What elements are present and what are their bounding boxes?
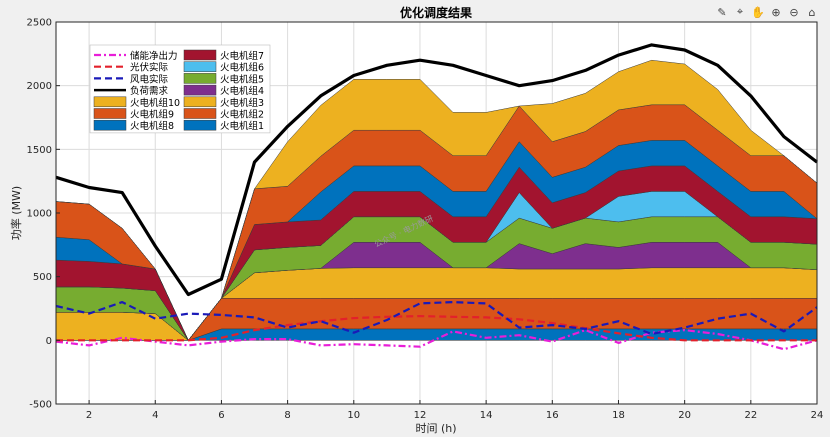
x-axis-label: 时间 (h) (415, 422, 456, 435)
line-pv-actual (56, 315, 817, 342)
legend-swatch (93, 96, 127, 108)
x-tick-label: 6 (218, 410, 224, 421)
y-tick-label: 1000 (27, 209, 52, 220)
y-tick-label: 1500 (27, 145, 52, 156)
x-tick-label: 4 (152, 410, 158, 421)
zoom-in-icon[interactable]: ⊕ (771, 5, 781, 19)
y-tick-label: -500 (29, 400, 52, 411)
legend-label: 火电机组1 (220, 120, 264, 132)
pan-icon[interactable]: ✋ (751, 5, 765, 19)
y-axis-label: 功率 (MW) (9, 186, 23, 240)
line-load-demand (55, 43, 818, 297)
x-tick-label: 14 (480, 410, 493, 421)
legend-swatch (183, 49, 217, 61)
home-icon[interactable]: ⌂ (808, 5, 816, 19)
legend-swatch (183, 108, 217, 119)
legend-label: 光伏实际 (130, 62, 169, 74)
x-tick-label: 12 (414, 410, 427, 421)
line-wind-actual (55, 301, 818, 336)
series-lines (55, 43, 818, 351)
legend: 储能净出力光伏实际风电实际负荷需求火电机组10火电机组9火电机组8火电机组7火电… (89, 44, 271, 134)
legend-label: 火电机组3 (220, 97, 264, 109)
legend-label: 火电机组8 (130, 120, 174, 132)
legend-swatch (183, 119, 217, 131)
chart-title: 优化调度结果 (400, 5, 472, 20)
datatip-icon[interactable]: ⌖ (736, 5, 744, 18)
legend-label: 火电机组4 (220, 85, 264, 97)
legend-swatch (183, 84, 217, 96)
x-tick-label: 16 (546, 410, 559, 421)
legend-label: 火电机组2 (220, 109, 264, 121)
zoom-out-icon[interactable]: ⊖ (789, 5, 799, 19)
figure-toolbar: ✎ ⌖ ✋ ⊕ ⊖ ⌂ (714, 4, 820, 20)
legend-label: 负荷需求 (130, 85, 169, 97)
legend-label: 储能净出力 (130, 50, 178, 62)
legend-swatch (93, 108, 127, 119)
legend-swatch (183, 61, 217, 72)
x-tick-label: 20 (678, 410, 691, 421)
legend-swatch (183, 73, 217, 84)
legend-label: 火电机组5 (220, 73, 264, 85)
stacked-areas (55, 59, 818, 341)
x-tick-label: 2 (86, 410, 92, 421)
x-tick-label: 18 (612, 410, 625, 421)
y-tick-label: 500 (33, 272, 52, 283)
legend-label: 火电机组6 (220, 62, 264, 74)
line-storage-net-output (55, 329, 818, 351)
x-tick-label: 22 (744, 410, 757, 421)
y-tick-label: 2000 (27, 81, 52, 92)
legend-swatch (93, 119, 127, 131)
y-tick-label: 0 (46, 336, 52, 347)
x-tick-label: 8 (284, 410, 290, 421)
x-tick-label: 24 (811, 410, 824, 421)
legend-label: 火电机组10 (130, 97, 180, 109)
legend-label: 火电机组9 (130, 109, 174, 121)
brush-icon[interactable]: ✎ (717, 5, 727, 19)
legend-label: 风电实际 (130, 73, 169, 85)
legend-label: 火电机组7 (220, 50, 264, 62)
x-tick-label: 10 (347, 410, 360, 421)
y-tick-label: 2500 (27, 18, 52, 29)
axis-ticks: 2 4 6 8 10 12 14 16 18 20 22 24-5000500100015002000… (27, 18, 824, 422)
legend-swatch (183, 96, 217, 108)
